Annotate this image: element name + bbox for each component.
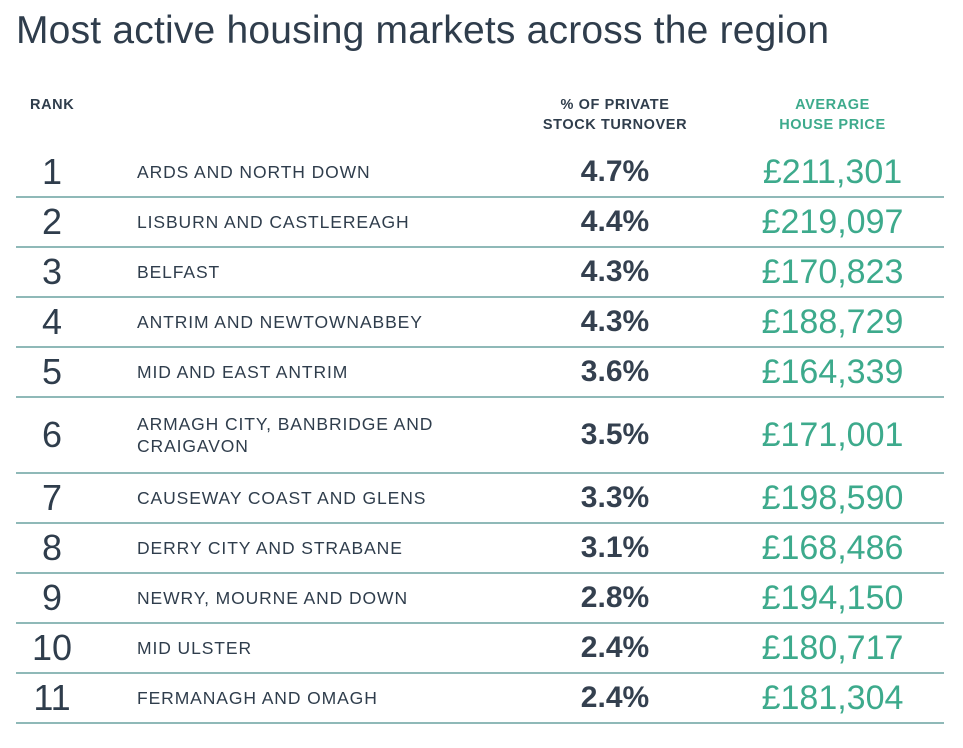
rank-cell: 4 [41,301,63,342]
table-row: 6 ARMAGH CITY, BANBRIDGE AND CRAIGAVON 3… [16,398,944,474]
table-row: 2 LISBURN AND CASTLEREAGH 4.4% £219,097 [16,198,944,248]
table-row: 1 ARDS AND NORTH DOWN 4.7% £211,301 [16,148,944,198]
price-cell: £219,097 [761,202,904,241]
rank-header-label: RANK [30,97,75,113]
rank-cell: 8 [41,527,63,568]
table-row: 3 BELFAST 4.3% £170,823 [16,248,944,298]
rank-cell: 1 [41,151,63,192]
turnover-cell: 3.5% [580,418,650,451]
turnover-header-line2: STOCK TURNOVER [542,117,688,133]
area-cell: LISBURN AND CASTLEREAGH [137,212,410,232]
turnover-cell: 3.6% [580,355,650,388]
page-title: Most active housing markets across the r… [16,9,830,52]
price-cell: £194,150 [761,578,904,617]
price-cell: £211,301 [762,152,903,191]
table-row: 10 MID ULSTER 2.4% £180,717 [16,624,944,674]
area-cell: MID AND EAST ANTRIM [137,362,349,382]
price-cell: £181,304 [761,678,904,717]
turnover-cell: 4.3% [580,255,650,288]
area-cell: ANTRIM AND NEWTOWNABBEY [137,312,423,332]
area-cell: MID ULSTER [137,638,252,658]
turnover-cell: 2.4% [580,681,650,714]
turnover-cell: 4.4% [580,205,650,238]
table-row: 4 ANTRIM AND NEWTOWNABBEY 4.3% £188,729 [16,298,944,348]
turnover-cell: 2.4% [580,631,650,664]
area-cell: CAUSEWAY COAST AND GLENS [137,488,427,508]
area-cell: ARMAGH CITY, BANBRIDGE AND CRAIGAVON [137,414,434,456]
price-cell: £198,590 [761,478,904,517]
turnover-header-line1: % OF PRIVATE [560,97,670,113]
table-row: 11 FERMANAGH AND OMAGH 2.4% £181,304 [16,674,944,724]
price-cell: £164,339 [761,352,904,391]
price-cell: £168,486 [761,528,904,567]
price-column-header: AVERAGE HOUSE PRICE [735,95,930,135]
area-cell: NEWRY, MOURNE AND DOWN [137,588,408,608]
price-header-line2: HOUSE PRICE [779,117,886,133]
table-row: 9 NEWRY, MOURNE AND DOWN 2.8% £194,150 [16,574,944,624]
rank-column-header: RANK [30,95,74,115]
turnover-cell: 3.3% [580,481,650,514]
area-cell: BELFAST [137,262,221,282]
price-cell: £180,717 [761,628,904,667]
rank-cell: 2 [41,201,63,242]
turnover-cell: 2.8% [580,581,650,614]
turnover-cell: 4.7% [580,155,650,188]
table-row: 5 MID AND EAST ANTRIM 3.6% £164,339 [16,348,944,398]
price-cell: £171,001 [761,415,904,454]
rank-cell: 7 [41,477,63,518]
rank-cell: 11 [33,677,71,718]
area-cell: ARDS AND NORTH DOWN [137,162,371,182]
turnover-cell: 4.3% [580,305,650,338]
rankings-table: 1 ARDS AND NORTH DOWN 4.7% £211,301 2 LI… [16,148,944,724]
area-cell: DERRY CITY AND STRABANE [137,538,403,558]
rank-cell: 3 [41,251,63,292]
rank-cell: 10 [31,627,73,668]
turnover-cell: 3.1% [580,531,650,564]
table-row: 7 CAUSEWAY COAST AND GLENS 3.3% £198,590 [16,474,944,524]
rank-cell: 6 [41,414,63,455]
price-header-line1: AVERAGE [795,97,870,113]
turnover-column-header: % OF PRIVATE STOCK TURNOVER [520,95,710,135]
table-row: 8 DERRY CITY AND STRABANE 3.1% £168,486 [16,524,944,574]
rank-cell: 5 [41,351,63,392]
price-cell: £188,729 [761,302,904,341]
price-cell: £170,823 [761,252,904,291]
area-cell: FERMANAGH AND OMAGH [137,688,378,708]
rank-cell: 9 [41,577,63,618]
